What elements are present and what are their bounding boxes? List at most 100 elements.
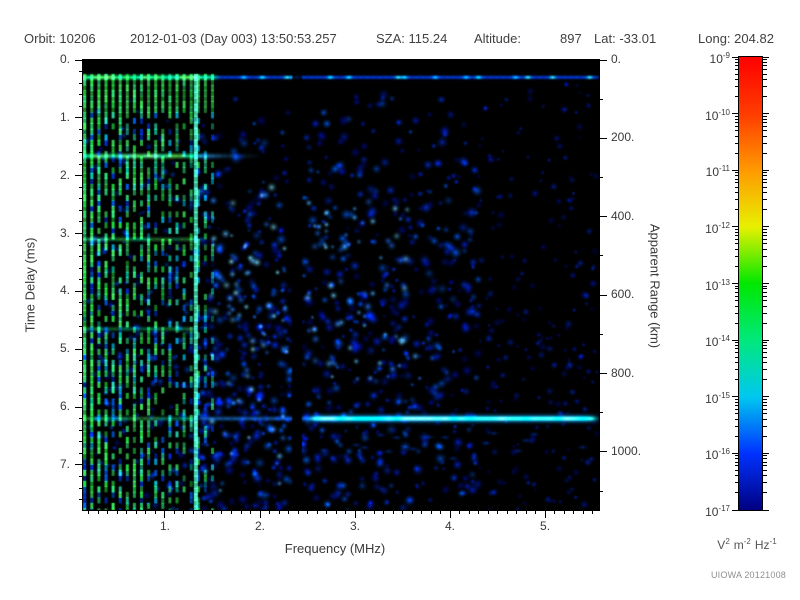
- colorbar-tick-label: 10-16: [705, 447, 730, 463]
- y-axis-minor-tick: [79, 105, 83, 107]
- y-axis-tick-label: 1.: [59, 109, 70, 124]
- x-axis-minor-tick: [97, 510, 99, 514]
- colorbar-minor-tick: [735, 248, 739, 250]
- long-value: 204.82: [734, 31, 774, 46]
- colorbar-tick-label: 10-12: [705, 220, 730, 236]
- colorbar-major-tick: [732, 452, 739, 454]
- colorbar-tick-label: 10-13: [705, 277, 730, 293]
- x-axis-title: Frequency (MHz): [284, 541, 386, 556]
- y-axis-major-tick: [75, 464, 83, 466]
- colorbar-minor-tick: [763, 352, 767, 354]
- x-axis-minor-tick: [116, 510, 118, 514]
- colorbar-minor-tick: [735, 152, 739, 154]
- colorbar-minor-tick: [735, 305, 739, 307]
- y2-axis-minor-tick: [599, 177, 603, 179]
- colorbar-major-tick: [763, 56, 769, 58]
- y-axis-minor-tick: [79, 244, 83, 246]
- x-axis-minor-tick: [211, 510, 213, 514]
- y-axis-minor-tick: [79, 371, 83, 373]
- x-axis-minor-tick: [240, 510, 242, 514]
- colorbar-minor-tick: [763, 65, 767, 67]
- colorbar-major-tick: [732, 283, 739, 284]
- colorbar-minor-tick: [763, 172, 767, 174]
- x-axis-major-tick: [164, 510, 166, 518]
- x-axis-minor-tick: [402, 510, 404, 514]
- colorbar-minor-tick: [735, 243, 739, 245]
- colorbar-minor-tick: [735, 65, 739, 67]
- colorbar-major-tick: [732, 339, 739, 341]
- x-axis-minor-tick: [126, 510, 128, 514]
- colorbar-minor-tick: [735, 265, 739, 267]
- colorbar-major-tick: [732, 226, 739, 228]
- lat-label: Lat:: [594, 31, 616, 46]
- y-axis-major-tick: [75, 117, 83, 119]
- x-axis-minor-tick: [145, 510, 147, 514]
- x-axis-minor-tick: [192, 510, 194, 514]
- spectrogram-canvas: [83, 60, 599, 510]
- colorbar-minor-tick: [735, 59, 739, 61]
- y-axis-title: Time Delay (ms): [22, 237, 38, 333]
- x-axis-major-tick: [544, 510, 546, 518]
- colorbar-major-tick: [763, 113, 769, 115]
- colorbar-minor-tick: [763, 96, 767, 98]
- y-axis-minor-tick: [79, 452, 83, 454]
- colorbar-minor-tick: [735, 231, 739, 233]
- y-axis-major-tick: [75, 59, 83, 61]
- x-axis-tick-label: 2.: [254, 519, 265, 533]
- y-axis-minor-tick: [79, 418, 83, 420]
- colorbar-minor-tick: [735, 458, 739, 460]
- y-axis-minor-tick: [79, 186, 83, 188]
- colorbar-minor-tick: [735, 115, 739, 117]
- x-axis-minor-tick: [288, 510, 289, 514]
- colorbar-minor-tick: [763, 312, 767, 314]
- colorbar-minor-tick: [735, 118, 739, 120]
- colorbar-minor-tick: [763, 86, 767, 88]
- colorbar-minor-tick: [735, 125, 739, 127]
- colorbar-minor-tick: [735, 142, 739, 144]
- x-axis-minor-tick: [478, 510, 480, 514]
- y-axis-minor-tick: [79, 429, 83, 431]
- colorbar-minor-tick: [763, 458, 767, 460]
- datetime-text: 2012-01-03 (Day 003) 13:50:53.257: [130, 31, 337, 46]
- y2-axis-tick-label: 600.: [611, 287, 635, 302]
- colorbar-minor-tick: [735, 379, 739, 381]
- colorbar-minor-tick: [735, 175, 739, 177]
- orbit-label: Orbit:: [24, 31, 56, 46]
- x-axis-minor-tick: [535, 510, 537, 514]
- colorbar-minor-tick: [735, 178, 739, 180]
- y-axis-minor-tick: [79, 128, 83, 130]
- y2-axis-major-tick: [599, 59, 607, 61]
- x-axis-minor-tick: [487, 510, 489, 514]
- colorbar-minor-tick: [763, 142, 767, 144]
- colorbar-minor-tick: [763, 356, 767, 358]
- colorbar-minor-tick: [763, 73, 767, 75]
- y-axis-minor-tick: [79, 360, 83, 362]
- x-axis-minor-tick: [269, 510, 270, 514]
- colorbar-minor-tick: [763, 435, 767, 437]
- colorbar-tick-label: 10-17: [705, 504, 730, 519]
- altitude-label: Altitude:: [474, 31, 521, 46]
- colorbar-major-tick: [763, 452, 769, 454]
- colorbar-minor-tick: [735, 121, 739, 123]
- colorbar-minor-tick: [763, 235, 767, 237]
- colorbar-minor-tick: [735, 192, 739, 194]
- y-axis-minor-tick: [79, 71, 83, 73]
- colorbar-minor-tick: [735, 348, 739, 350]
- colorbar-major-tick: [732, 396, 739, 398]
- x-axis-tick-label: 1.: [159, 519, 170, 533]
- colorbar-minor-tick: [763, 59, 767, 61]
- colorbar-minor-tick: [763, 178, 767, 180]
- x-axis-minor-tick: [231, 510, 232, 514]
- colorbar-minor-tick: [763, 348, 767, 350]
- colorbar-minor-tick: [763, 285, 767, 287]
- y-axis-minor-tick: [79, 313, 83, 315]
- x-axis-minor-tick: [468, 510, 470, 514]
- y-axis-major-tick: [75, 290, 83, 292]
- colorbar-minor-tick: [763, 425, 767, 427]
- colorbar-unit-label: V2 m-2 Hz-1: [717, 537, 777, 552]
- x-axis-minor-tick: [392, 510, 394, 514]
- colorbar-major-tick: [732, 509, 739, 511]
- colorbar-tick-label: 10-10: [705, 107, 730, 123]
- colorbar-minor-tick: [735, 295, 739, 297]
- y-axis-major-tick: [75, 348, 83, 350]
